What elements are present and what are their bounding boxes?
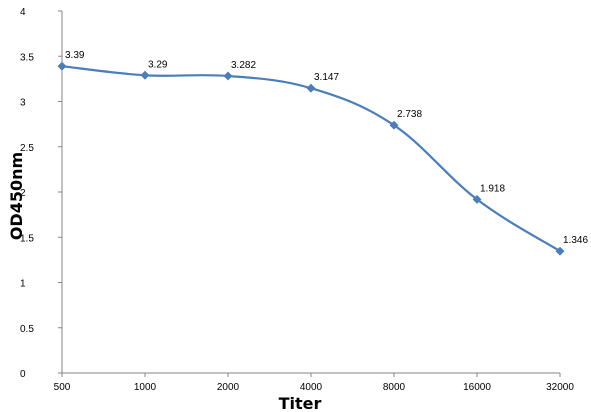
y-axis-title: OD450nm [7, 152, 26, 240]
x-tick-label: 500 [54, 382, 71, 393]
y-tick-label: 4 [20, 7, 26, 18]
data-point-marker [472, 194, 482, 204]
data-label: 3.147 [314, 72, 339, 83]
ticks: 0 0.5 1 1.5 2 2.5 3 3.5 4 500 1000 2000 4000 8000 1600… [20, 7, 574, 393]
y-tick-label: 0 [20, 369, 26, 380]
data-label: 2.738 [397, 109, 422, 120]
x-tick-label: 8000 [383, 382, 406, 393]
x-tick-label: 16000 [463, 382, 491, 393]
y-tick-label: 3 [20, 98, 26, 109]
series-line [60, 65, 562, 253]
x-tick-label: 2000 [217, 382, 240, 393]
data-point-marker [140, 70, 150, 80]
data-point-marker [57, 61, 67, 71]
x-axis-title: Titer [279, 394, 322, 412]
y-tick-label: 1 [20, 279, 26, 290]
data-point-marker [223, 71, 233, 81]
series: 3.39 3.29 3.282 3.147 2.738 1.918 1.346 [57, 50, 588, 256]
x-tick-label: 4000 [300, 382, 323, 393]
y-tick-label: 3.5 [20, 52, 34, 63]
data-point-marker [389, 120, 399, 130]
data-label: 1.918 [480, 183, 505, 194]
x-tick-label: 1000 [134, 382, 157, 393]
data-label: 3.282 [231, 60, 256, 71]
data-label: 1.346 [563, 235, 588, 246]
y-tick-label: 2 [20, 188, 26, 199]
data-label: 3.39 [65, 50, 85, 61]
y-tick-label: 0.5 [20, 324, 34, 335]
data-label: 3.29 [148, 59, 168, 70]
y-tick-label: 1.5 [20, 233, 34, 244]
data-point-marker [555, 246, 565, 256]
y-tick-label: 2.5 [20, 143, 34, 154]
data-point-marker [306, 83, 316, 93]
x-tick-label: 32000 [546, 382, 574, 393]
